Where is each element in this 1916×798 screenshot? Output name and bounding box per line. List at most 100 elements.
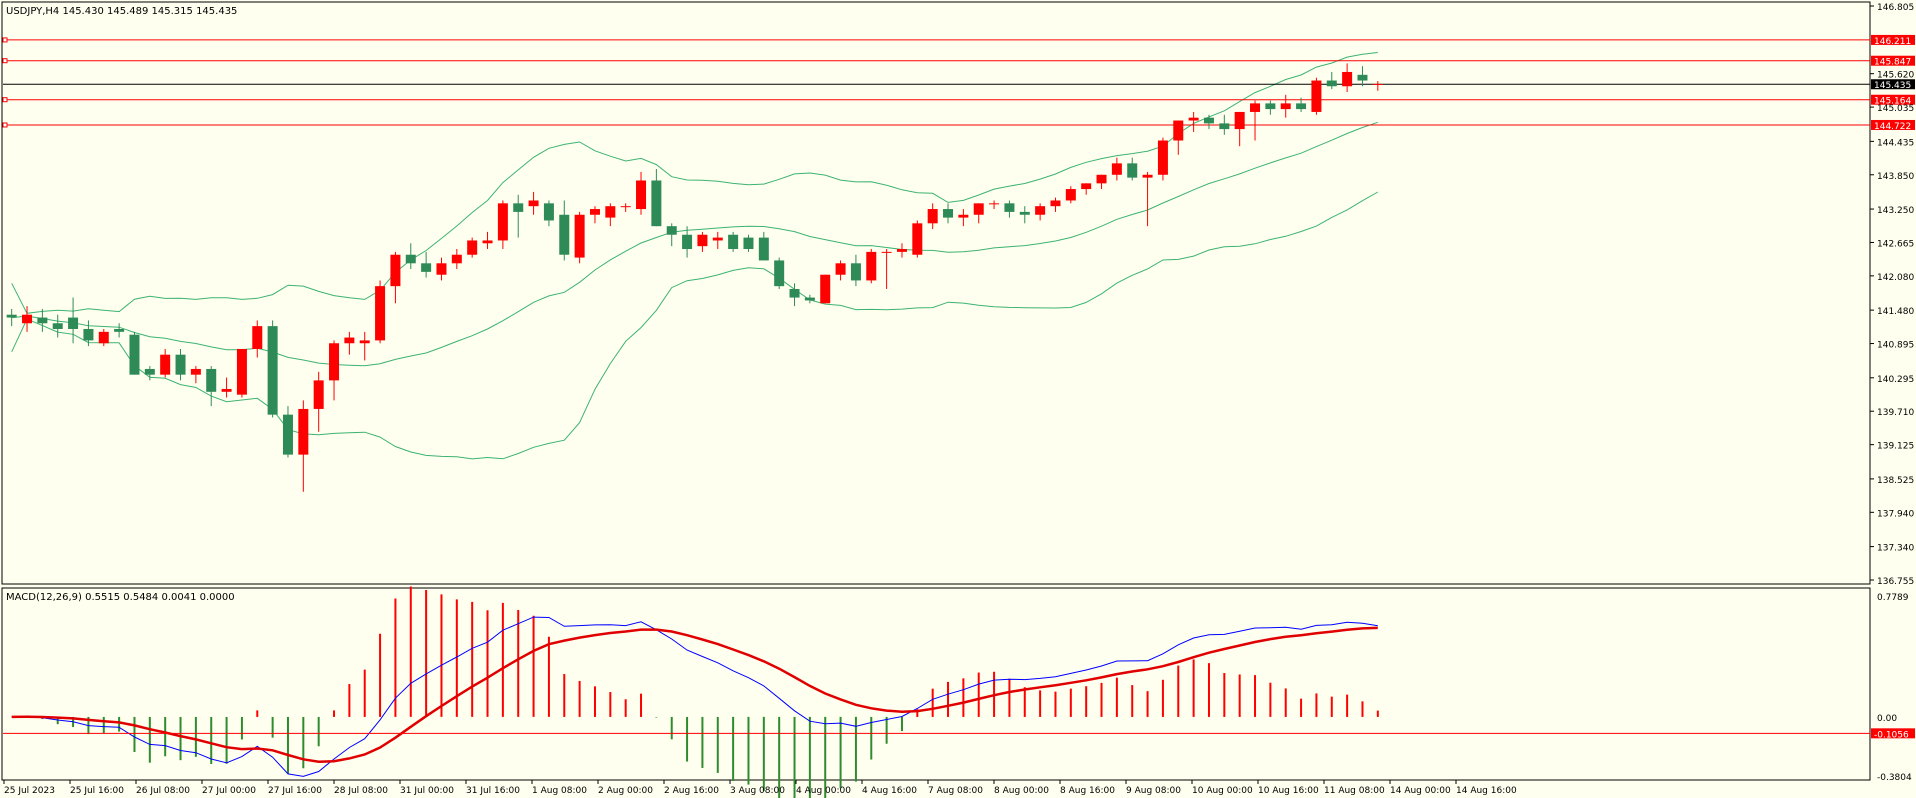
candle-body [896,249,907,252]
candle-body [912,223,923,255]
candle-body [1326,80,1337,87]
candle-body [68,317,79,329]
price-tick-label: 140.295 [1877,375,1914,385]
candle-body [206,368,217,392]
candle-body [958,214,969,218]
candle-body [804,297,815,301]
price-tick-label: 144.435 [1877,138,1914,148]
candle-body [835,263,846,275]
candle-body [1234,111,1245,130]
candle-body [513,203,524,212]
symbol-header: USDJPY,H4 145.430 145.489 145.315 145.43… [6,6,237,17]
time-tick-label: 14 Aug 00:00 [1390,786,1451,796]
candle-body [451,254,462,264]
time-tick-label: 27 Jul 00:00 [202,786,256,796]
candle-body [712,237,723,241]
candle-body [1127,163,1138,178]
bollinger-middle-line [11,121,1378,367]
macd-panel-border [1,587,1871,781]
macd-signal-line [11,626,1378,763]
price-tick-label: 137.940 [1877,509,1914,519]
candle-body [620,206,631,208]
price-tick-label: 139.125 [1877,442,1914,452]
level-handle[interactable] [2,122,8,128]
candle-body [1250,103,1261,112]
time-axis: 25 Jul 2023 25 Jul 16:00 26 Jul 08:00 27 Ju… [3,780,1517,796]
candle-body [6,314,17,318]
macd-lines [3,616,1870,777]
level-handle[interactable] [2,58,8,64]
price-tick-label: 141.480 [1877,307,1914,317]
candle-body [313,380,324,409]
price-tick-label: 142.665 [1877,239,1914,249]
candle-body [129,334,140,375]
bollinger-lower-line [11,191,1379,460]
candle-body [1035,206,1046,215]
candle-body [436,263,447,275]
candle-body [282,414,293,455]
level-handle[interactable] [2,37,8,43]
candle-body [820,274,831,304]
price-tick-label: 139.710 [1877,408,1914,418]
time-tick-label: 14 Aug 16:00 [1456,786,1517,796]
candle-body [1111,163,1122,175]
price-tick-label: 142.080 [1877,273,1914,283]
candles [6,63,1383,492]
candle-body [666,226,677,235]
candle-body [1372,83,1383,85]
candle-body [52,323,63,329]
candle-body [774,260,785,287]
candle-body [1019,211,1030,215]
candle-body [559,214,570,255]
time-tick-label: 11 Aug 08:00 [1324,786,1385,796]
level-price-label-bg [1871,94,1915,105]
candle-body [927,209,938,224]
macd-tick-label: 0.7789 [1877,593,1909,603]
price-tick-label: 145.620 [1877,71,1914,81]
candle-body [22,314,33,324]
candle-body [758,237,769,261]
candle-body [636,180,647,210]
bollinger-upper-line [11,52,1378,314]
candle-body [1203,117,1214,124]
candle-body [329,343,340,381]
time-tick-label: 25 Jul 16:00 [70,786,124,796]
current-price-label: 145.435 [1874,81,1911,91]
candle-body [37,317,48,324]
candle-body [881,251,892,253]
candle-body [1188,117,1199,121]
current-price-label-bg [1871,79,1915,90]
candle-body [1173,120,1184,141]
time-tick-label: 10 Aug 00:00 [1192,786,1253,796]
candle-body [114,328,125,332]
candle-body [405,254,416,264]
time-tick-label: 9 Aug 08:00 [1126,786,1181,796]
candle-body [144,368,155,375]
candle-body [467,240,478,255]
time-tick-label: 25 Jul 2023 [4,786,55,796]
candle-body [1296,103,1307,110]
time-tick-label: 27 Jul 16:00 [268,786,322,796]
price-tick-label: 136.755 [1877,577,1914,587]
price-tick-label: 143.250 [1877,206,1914,216]
time-tick-label: 31 Jul 00:00 [400,786,454,796]
candle-body [252,326,263,349]
time-tick-label: 7 Aug 08:00 [928,786,983,796]
candle-body [390,254,401,287]
candle-body [344,337,355,344]
candle-body [1096,174,1107,184]
candle-body [1357,74,1368,81]
level-handle[interactable] [2,97,8,103]
time-tick-label: 2 Aug 16:00 [664,786,719,796]
candle-body [697,234,708,247]
candle-body [1342,71,1353,87]
candle-body [943,209,954,218]
time-tick-label: 26 Jul 08:00 [136,786,190,796]
horizontal-levels[interactable]: 146.211 145.847 145.164 144.722 145.435 [2,34,1915,132]
candle-body [497,203,508,241]
candle-body [421,263,432,272]
candle-body [850,263,861,281]
candle-body [160,354,171,375]
level-price-label-bg [1871,55,1915,66]
